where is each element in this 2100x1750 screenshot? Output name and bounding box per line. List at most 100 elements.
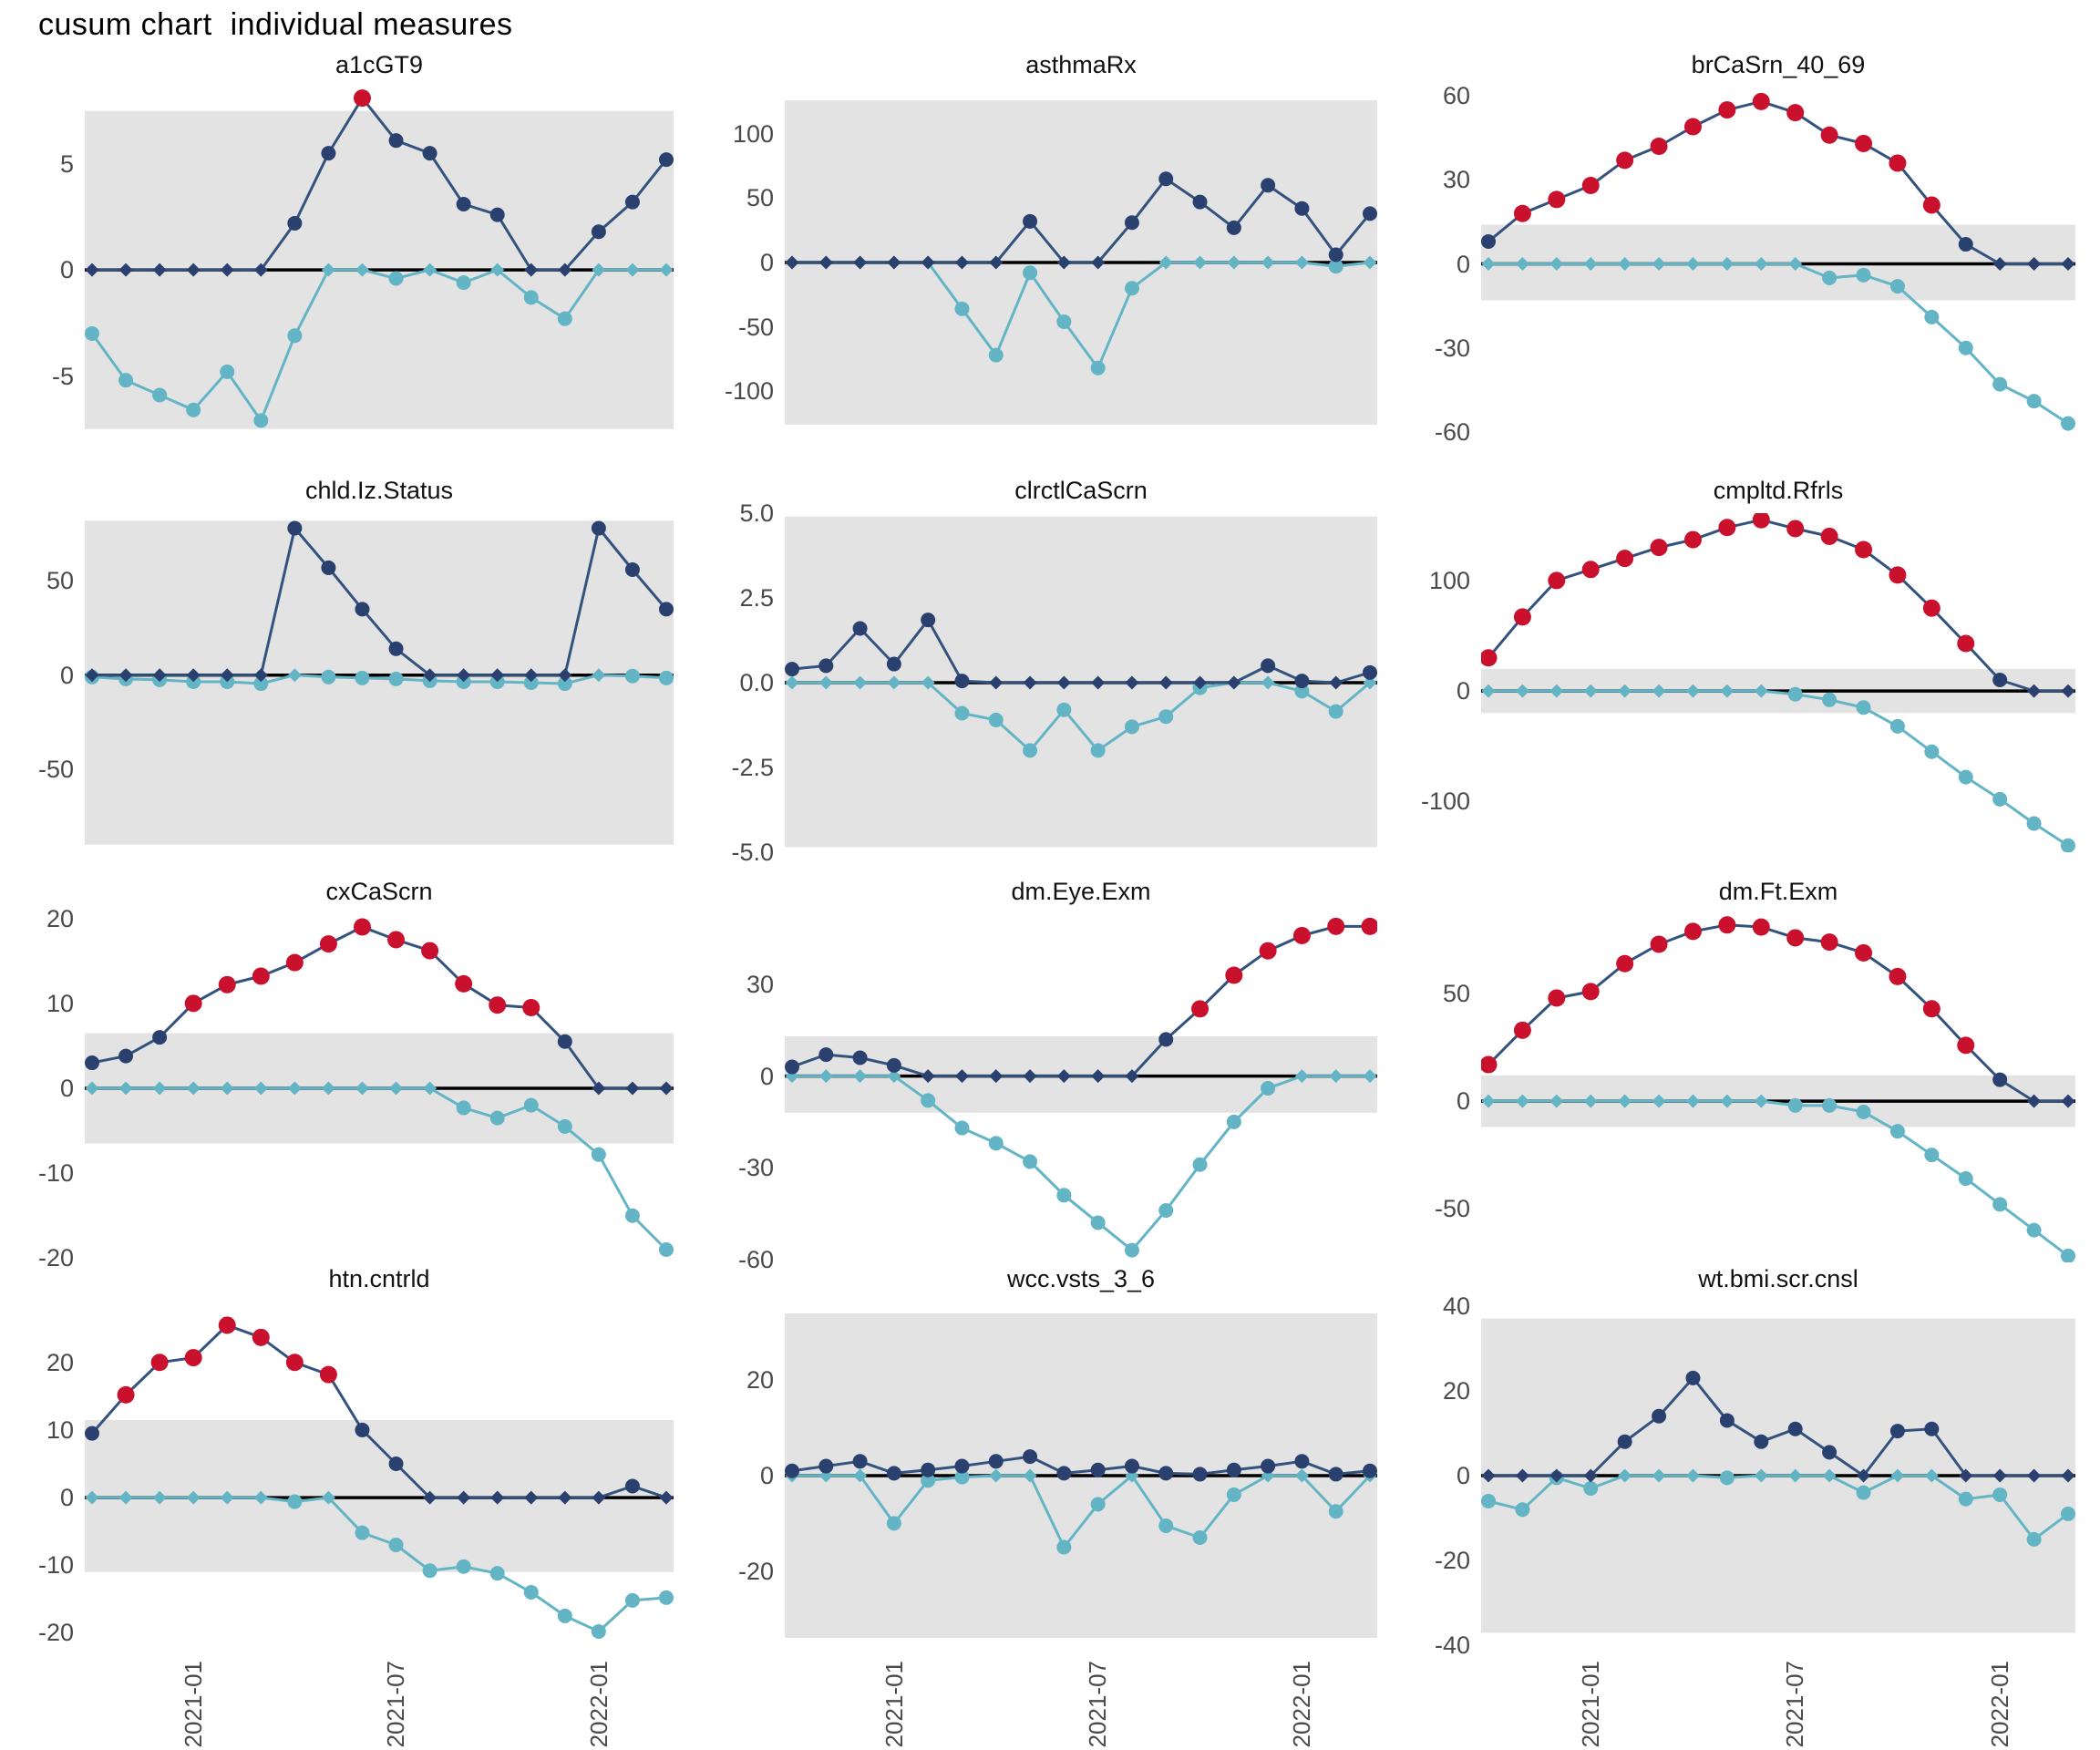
upper-cusum-point [1056, 1466, 1072, 1481]
upper-cusum-point [1158, 1032, 1174, 1047]
upper-cusum-point [2027, 257, 2042, 272]
lower-cusum-point [355, 670, 370, 685]
upper-cusum-point [1023, 213, 1038, 229]
lower-cusum-point [1481, 1094, 1496, 1108]
lower-cusum-points [1481, 257, 2075, 431]
lower-cusum-point [287, 328, 303, 344]
upper-cusum-point [423, 1490, 438, 1505]
y-axis-tick-label: -30 [737, 1154, 774, 1182]
upper-cusum-point [118, 262, 133, 277]
lower-cusum-point [1685, 257, 1700, 272]
upper-cusum-point [2061, 1468, 2075, 1483]
lower-cusum-point [523, 1584, 539, 1600]
lower-cusum-point [1549, 1094, 1564, 1108]
upper-cusum-point [2027, 684, 2042, 698]
upper-cusum-point [2061, 1094, 2075, 1108]
lower-cusum-point [592, 668, 606, 683]
lower-cusum-point [253, 1490, 268, 1505]
upper-cusum-point [558, 1490, 572, 1505]
upper-cusum-point [887, 255, 901, 270]
y-axis-tick-label: 0 [1456, 677, 1470, 705]
upper-cusum-line [1487, 518, 2068, 693]
facet-title: chld.Iz.Status [304, 477, 454, 504]
lower-cusum-point [1549, 684, 1564, 698]
lower-cusum-point [1822, 1097, 1838, 1113]
lower-cusum-point [1788, 1468, 1803, 1483]
upper-cusum-point [625, 1081, 640, 1096]
lower-cusum-point [1754, 1094, 1768, 1108]
lower-cusum-point [1720, 684, 1735, 698]
signal-point [285, 953, 304, 972]
upper-cusum-point [624, 194, 640, 210]
signal-point [1191, 1000, 1210, 1018]
lower-cusum-point [659, 262, 674, 277]
lower-cusum-point [1583, 1094, 1598, 1108]
lower-cusum-point [1158, 1518, 1174, 1533]
lower-cusum-point [592, 262, 606, 277]
signal-point [1616, 954, 1634, 973]
facet-title: clrctlCaScrn [1014, 477, 1148, 504]
lower-cusum-point [1158, 709, 1174, 725]
lower-cusum-point [1652, 1468, 1666, 1483]
upper-cusum-point [1226, 1462, 1241, 1477]
upper-cusum-point [457, 668, 471, 683]
lower-cusum-point [1856, 267, 1871, 283]
upper-cusum-point [1959, 1468, 1973, 1483]
lower-cusum-point [1227, 255, 1241, 270]
lower-cusum-point [853, 1069, 868, 1084]
lower-cusum-points [85, 1081, 674, 1258]
upper-cusum-point [818, 658, 834, 674]
lower-cusum-point [422, 1563, 438, 1579]
upper-cusum-point [1889, 1424, 1905, 1439]
lower-cusum-point [321, 1490, 335, 1505]
lower-cusum-point [1958, 769, 1973, 785]
lower-cusum-point [321, 1081, 335, 1096]
y-axis-tick-label: -5.0 [731, 839, 774, 866]
lower-cusum-point [1685, 684, 1700, 698]
upper-cusum-point [490, 668, 505, 683]
lower-cusum-point [1583, 684, 1598, 698]
lower-cusum-point [1294, 684, 1310, 699]
signal-point [1889, 154, 1907, 172]
upper-cusum-point [1549, 1468, 1564, 1483]
lower-cusum-point [1261, 675, 1275, 690]
x-axis-tick-label: 2021-07 [1083, 1661, 1114, 1750]
y-axis-tick-label: 0.0 [739, 669, 774, 696]
lower-cusum-point [954, 705, 970, 721]
lower-cusum-point [1363, 675, 1377, 690]
upper-cusum-point [1193, 675, 1208, 690]
y-axis-tick-label: -50 [1434, 1195, 1470, 1223]
signal-point [1752, 918, 1770, 936]
upper-cusum-point [1226, 220, 1241, 235]
signal-point [489, 996, 507, 1014]
upper-cusum-point [557, 1034, 572, 1049]
upper-cusum-point [1363, 1463, 1377, 1478]
upper-cusum-point [1294, 201, 1310, 216]
y-axis-tick-label: -60 [737, 1245, 774, 1273]
upper-cusum-point [1192, 1467, 1208, 1482]
signal-point [117, 1385, 135, 1404]
upper-cusum-point [85, 262, 99, 277]
y-axis-tick-label: 20 [1442, 1376, 1470, 1405]
upper-cusum-point [1227, 675, 1241, 690]
lower-cusum-point [85, 1490, 99, 1505]
upper-cusum-point [921, 612, 936, 628]
signal-point [319, 1365, 337, 1384]
lower-cusum-point [1481, 257, 1496, 272]
lower-cusum-point [853, 1468, 868, 1483]
upper-cusum-points [85, 1316, 674, 1505]
y-axis-tick-label: 100 [732, 119, 774, 148]
signal-point [1513, 608, 1531, 626]
lower-cusum-point [1856, 1485, 1871, 1500]
upper-cusum-point [921, 1462, 936, 1477]
lower-cusum-point [1363, 1069, 1377, 1084]
lower-cusum-points [85, 1490, 674, 1639]
upper-cusum-point [1023, 675, 1037, 690]
lower-cusum-point [1889, 279, 1905, 294]
lower-cusum-point [954, 1469, 970, 1485]
x-axis-tick-label: 2021-07 [381, 1661, 412, 1750]
lower-cusum-point [1889, 718, 1905, 734]
signal-point [1548, 571, 1566, 590]
lower-cusum-point [2061, 1506, 2075, 1521]
x-axis-tick-text: 2022-01 [1288, 1661, 1316, 1748]
